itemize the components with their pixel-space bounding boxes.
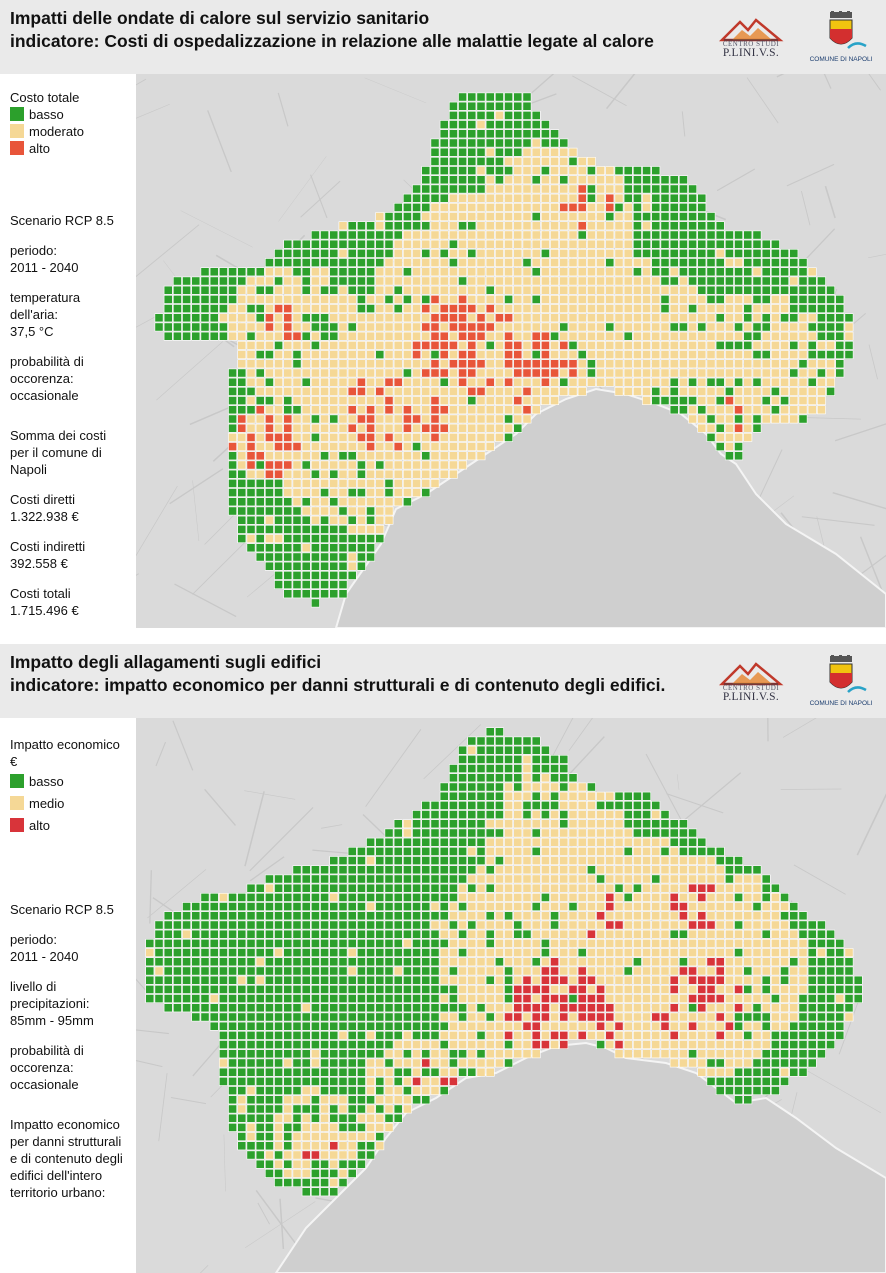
heat-legend-item-alto: alto (10, 140, 50, 157)
flood-legend-item-alto: alto (10, 817, 50, 834)
heat-swatch-basso (10, 107, 24, 121)
heat-prob-value: occasionale (10, 388, 79, 403)
flood-period-label: periodo: (10, 932, 57, 947)
flood-swatch-medio (10, 796, 24, 810)
flood-subtitle: indicatore: impatto economico per danni … (10, 675, 666, 695)
heat-period-label: periodo: (10, 243, 57, 258)
flood-prob-label-2: occorenza: (10, 1060, 74, 1075)
heat-subtitle: indicatore: Costi di ospedalizzazione in… (10, 31, 654, 51)
heat-direct-label: Costi diretti (10, 492, 76, 507)
heat-direct-value: 1.322.938 € (10, 509, 79, 524)
heat-title: Impatti delle ondate di calore sul servi… (10, 8, 430, 28)
flood-panel: Impatto degli allagamenti sugli edifici … (0, 644, 886, 1273)
flood-legend-title-1: Impatto economico (10, 737, 120, 752)
heat-swatch-alto (10, 141, 24, 155)
heat-sum-label-3: Napoli (10, 462, 47, 477)
heat-temp-value: 37,5 °C (10, 324, 54, 339)
flood-prob-label-1: probabilità di (10, 1043, 84, 1058)
flood-desc-5: territorio urbano: (10, 1185, 106, 1200)
flood-precip-value: 85mm - 95mm (10, 1013, 94, 1028)
flood-legend-item-medio: medio (10, 795, 64, 812)
flood-map[interactable] (136, 718, 886, 1273)
flood-precip-label-1: livello di (10, 979, 57, 994)
plinivs-logo: CENTRO STUDI P.LINI.V.S. (718, 658, 784, 708)
plinivs-logo: CENTRO STUDI P.LINI.V.S. (718, 14, 784, 64)
heat-sum-label-2: per il comune di (10, 445, 102, 460)
heat-total-value: 1.715.496 € (10, 603, 79, 618)
flood-desc-3: e di contenuto degli (10, 1151, 123, 1166)
flood-desc-4: edifici dell'intero (10, 1168, 103, 1183)
heat-header: Impatti delle ondate di calore sul servi… (0, 0, 886, 74)
heat-swatch-moderato (10, 124, 24, 138)
flood-desc-2: per danni strutturali (10, 1134, 122, 1149)
flood-swatch-alto (10, 818, 24, 832)
flood-header: Impatto degli allagamenti sugli edifici … (0, 644, 886, 718)
heat-prob-label-2: occorenza: (10, 371, 74, 386)
heat-sum-label-1: Somma dei costi (10, 428, 107, 443)
heat-temp-label-1: temperatura (10, 290, 81, 305)
heat-period-value: 2011 - 2040 (10, 260, 79, 275)
heat-temp-label-2: dell'aria: (10, 307, 59, 322)
heat-prob-label-1: probabilità di (10, 354, 84, 369)
flood-title: Impatto degli allagamenti sugli edifici (10, 652, 322, 672)
flood-desc-1: Impatto economico (10, 1117, 120, 1132)
napoli-logo: COMUNE DI NAPOLI (808, 654, 874, 712)
heat-map[interactable] (136, 74, 886, 628)
heat-scenario: Scenario RCP 8.5 (10, 213, 114, 228)
flood-scenario: Scenario RCP 8.5 (10, 902, 114, 917)
heat-indirect-value: 392.558 € (10, 556, 68, 571)
flood-legend-title-2: € (10, 754, 18, 769)
heat-legend-item-basso: basso (10, 106, 64, 123)
flood-legend-item-basso: basso (10, 773, 64, 790)
flood-period-value: 2011 - 2040 (10, 949, 79, 964)
napoli-logo: COMUNE DI NAPOLI (808, 10, 874, 68)
heat-grid (136, 74, 886, 628)
flood-swatch-basso (10, 774, 24, 788)
flood-grid (136, 718, 886, 1273)
flood-prob-value: occasionale (10, 1077, 79, 1092)
heat-legend-item-moderato: moderato (10, 123, 84, 140)
heat-panel: Impatti delle ondate di calore sul servi… (0, 0, 886, 628)
heat-total-label: Costi totali (10, 586, 71, 601)
heat-legend-title: Costo totale (10, 90, 80, 105)
flood-precip-label-2: precipitazioni: (10, 996, 90, 1011)
heat-indirect-label: Costi indiretti (10, 539, 86, 554)
